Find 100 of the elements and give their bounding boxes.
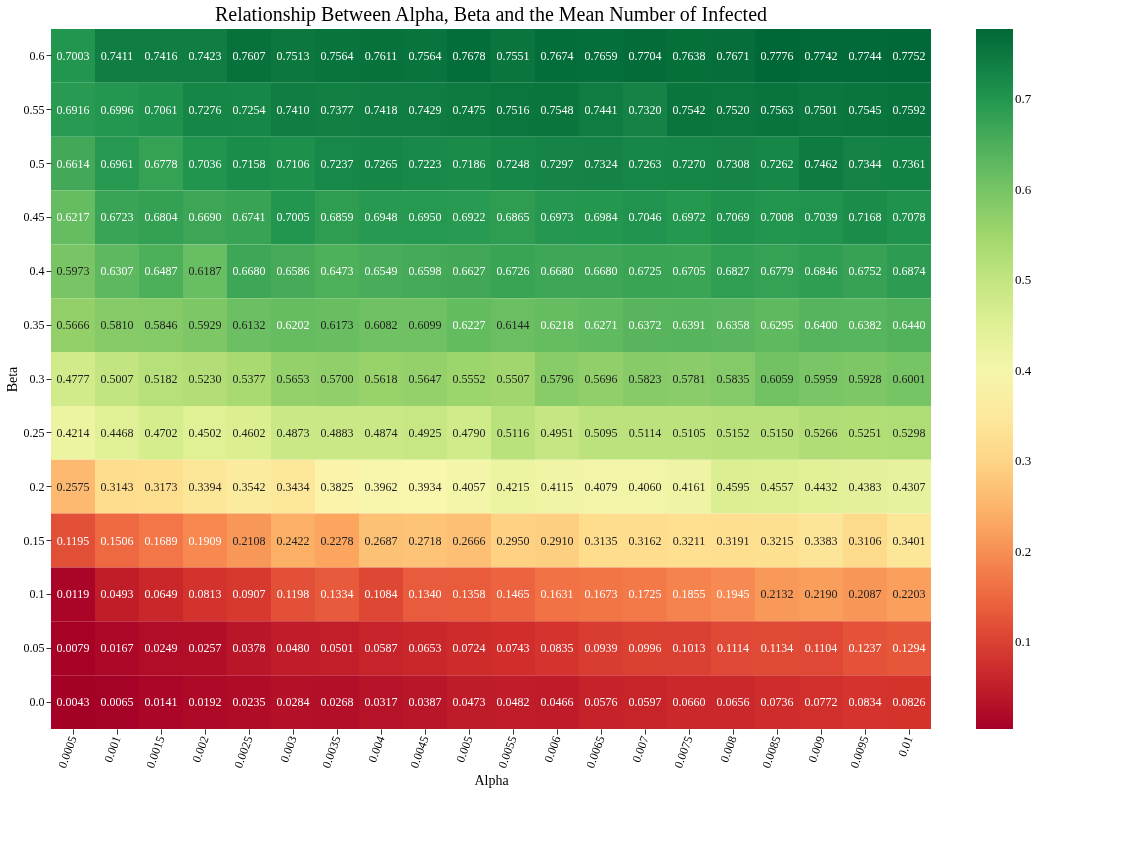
data-label: 0.7377 [320,102,354,117]
data-label: 0.6295 [760,318,794,333]
data-label: 0.5835 [716,372,750,386]
data-label: 0.4079 [584,479,618,494]
data-label: 0.7262 [760,156,794,171]
y-tick-label: 0.05 [23,641,45,656]
data-label: 0.6586 [276,264,310,279]
data-label: 0.1909 [188,533,222,548]
data-label: 0.0268 [320,695,354,710]
data-label: 0.3143 [100,479,134,494]
y-tick-label: 0.25 [23,425,45,440]
data-label: 0.6372 [628,318,662,333]
data-label: 0.2132 [760,587,794,602]
data-label: 0.0480 [276,641,310,656]
data-label: 0.6391 [672,318,706,333]
x-tick-label: 0.0035 [319,734,344,770]
data-label: 0.7410 [276,102,310,117]
data-label: 0.6400 [804,318,838,333]
data-label: 0.3434 [276,479,310,494]
data-label: 0.4383 [848,479,882,494]
data-label: 0.1725 [628,587,662,602]
data-label: 0.7563 [760,102,794,117]
data-label: 0.6440 [892,318,926,333]
y-tick-label: 0.2 [29,479,45,494]
data-label: 0.5846 [144,318,178,333]
data-label: 0.6827 [716,264,750,279]
data-label: 0.7462 [804,156,838,171]
x-axis-title: Alpha [474,772,510,788]
x-tick-label: 0.002 [189,734,212,765]
y-tick-label: 0.1 [29,587,45,602]
data-label: 0.6227 [452,318,486,333]
data-label: 0.3962 [364,479,398,494]
data-label: 0.0249 [144,641,178,656]
data-label: 0.5230 [188,372,222,386]
data-label: 0.5095 [584,425,618,440]
data-label: 0.5653 [276,372,310,386]
x-tick-label: 0.0045 [407,734,432,770]
data-label: 0.0813 [188,587,222,602]
data-label: 0.7564 [408,48,442,63]
data-label: 0.0597 [628,695,662,710]
data-label: 0.7270 [672,156,706,171]
data-label: 0.3401 [892,533,926,548]
x-tick-label: 0.01 [895,734,916,759]
data-label: 0.5150 [760,425,794,440]
data-label: 0.0284 [276,695,310,710]
x-tick-label: 0.008 [717,734,740,765]
data-label: 0.7265 [364,156,398,171]
data-label: 0.6487 [144,264,178,279]
data-label: 0.5929 [188,318,222,333]
data-label: 0.7704 [628,48,662,63]
data-label: 0.6217 [56,210,90,225]
data-label: 0.0834 [848,695,882,710]
data-label: 0.6202 [276,318,310,333]
data-label: 0.6950 [408,210,442,225]
data-label: 0.3135 [584,533,618,548]
data-label: 0.6779 [760,264,794,279]
data-label: 0.7046 [628,210,662,225]
data-label: 0.6473 [320,264,354,279]
data-label: 0.1945 [716,587,750,602]
data-label: 0.6001 [892,372,926,386]
data-label: 0.4057 [452,479,486,494]
data-label: 0.2190 [804,587,838,602]
color-bar-label: 0.4 [1015,362,1032,378]
data-label: 0.5552 [452,372,486,386]
y-tick-label: 0.3 [29,372,45,386]
data-label: 0.5251 [848,425,882,440]
data-label: 0.7513 [276,48,310,63]
data-label: 0.0939 [584,641,618,656]
y-tick-label: 0.35 [23,318,45,333]
data-label: 0.6680 [540,264,574,279]
data-label: 0.2718 [408,533,442,548]
data-label: 0.6187 [188,264,222,279]
data-label: 0.5700 [320,372,354,386]
data-label: 0.5507 [496,372,530,386]
data-label: 0.6271 [584,318,618,333]
data-label: 0.6723 [100,210,134,225]
data-label: 0.6996 [100,102,134,117]
data-label: 0.4161 [672,479,706,494]
data-label: 0.4468 [100,425,134,440]
data-label: 0.4702 [144,425,178,440]
data-label: 0.0473 [452,695,486,710]
data-label: 0.6752 [848,264,882,279]
y-tick-label: 0.4 [29,264,45,279]
data-label: 0.1631 [540,587,574,602]
data-label: 0.3211 [672,533,706,548]
data-label: 0.7551 [496,48,530,63]
data-label: 0.7638 [672,48,706,63]
data-label: 0.6922 [452,210,486,225]
data-label: 0.0996 [628,641,662,656]
data-label: 0.2087 [848,587,882,602]
data-label: 0.4790 [452,425,486,440]
data-label: 0.7003 [56,48,90,63]
x-tick-label: 0.0025 [231,734,256,770]
data-label: 0.4115 [540,479,574,494]
x-tick-label: 0.006 [541,734,564,765]
data-label: 0.3173 [144,479,178,494]
x-tick-label: 0.0065 [583,734,608,770]
data-label: 0.7324 [584,156,618,171]
data-label: 0.0257 [188,641,222,656]
data-label: 0.5696 [584,372,618,386]
